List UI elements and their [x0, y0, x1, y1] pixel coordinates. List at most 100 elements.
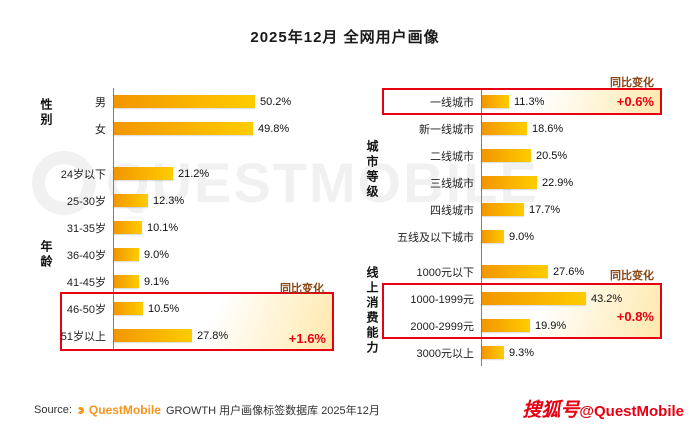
age-highlight-box [60, 292, 334, 351]
bar-row-tier3: 三线城市 22.9% [358, 169, 670, 196]
bar-row-spend-1000-1999: 1000-1999元 43.2% [358, 285, 670, 312]
bar [114, 275, 139, 288]
bar-row-tier1: 一线城市 11.3% [358, 88, 670, 115]
category-label: 三线城市 [430, 177, 474, 190]
source-line: Source: QuestMobile GROWTH 用户画像标签数据库 202… [34, 402, 380, 418]
watermark-text: QUESTMOBILE [106, 151, 539, 214]
bar-row-age-25-30: 25-30岁 12.3% [30, 187, 340, 214]
category-label: 四线城市 [430, 204, 474, 217]
bar-row-spend-over3000: 3000元以上 9.3% [358, 339, 670, 366]
group-gap [30, 142, 340, 160]
source-prefix: Source: [34, 404, 72, 416]
value-label: 12.3% [153, 194, 185, 207]
bar [482, 176, 537, 189]
bar [482, 122, 527, 135]
value-label: 20.5% [536, 149, 568, 162]
value-label: 11.3% [514, 95, 545, 108]
bar [114, 248, 139, 261]
category-label: 25-30岁 [66, 195, 106, 208]
city-yoy-value: +0.6% [616, 94, 654, 109]
value-label: 9.0% [144, 248, 170, 261]
value-label: 17.7% [529, 203, 561, 216]
age-yoy-label: 同比变化 [280, 283, 324, 295]
category-label: 51岁以上 [60, 330, 106, 343]
bar [482, 292, 586, 305]
source-suffix: GROWTH 用户画像标签数据库 2025年12月 [165, 405, 380, 417]
value-label: 22.9% [542, 176, 574, 189]
bar-row-new-tier1: 新一线城市 18.6% [358, 115, 670, 142]
category-label: 41-45岁 [66, 276, 106, 289]
bar [482, 203, 524, 216]
age-yoy-value: +1.6% [288, 331, 326, 346]
consumption-yoy-value: +0.8% [616, 309, 654, 324]
bar [482, 149, 531, 162]
stamp-handle: @QuestMobile [579, 403, 684, 420]
bar-row-age-over51: 51岁以上 27.8% [30, 322, 340, 349]
questmobile-logo-icon [76, 406, 84, 414]
bar [114, 221, 142, 234]
category-label: 3000元以上 [416, 347, 474, 360]
bar-row-spend-under1000: 1000元以下 27.6% [358, 258, 670, 285]
bar-row-tier4: 四线城市 17.7% [358, 196, 670, 223]
category-label: 1000-1999元 [410, 293, 474, 306]
category-label: 31-35岁 [66, 222, 106, 235]
bar [482, 346, 504, 359]
value-label: 9.3% [509, 346, 535, 359]
source-brand: QuestMobile [88, 403, 161, 417]
questmobile-watermark: QUESTMOBILE [32, 150, 539, 215]
value-label: 10.1% [147, 221, 179, 234]
bar [114, 122, 253, 135]
right-chart-panel: 城市等级 线上消费能力 同比变化 +0.6% 同比变化 +0.8% 一线城市 1… [358, 77, 670, 366]
bar-row-age-under24: 24岁以下 21.2% [30, 160, 340, 187]
bar-row-age-36-40: 36-40岁 9.0% [30, 241, 340, 268]
category-label: 一线城市 [430, 96, 474, 109]
city-yoy-label: 同比变化 [610, 77, 654, 89]
category-label: 女 [95, 123, 106, 136]
page-title: 2025年12月 全网用户画像 [250, 29, 440, 46]
group-label-consumption: 线上消费能力 [365, 266, 379, 356]
bar [482, 95, 509, 108]
group-label-age: 年龄 [39, 240, 53, 270]
bar [482, 265, 548, 278]
category-label: 2000-2999元 [410, 320, 474, 333]
city-highlight-box [382, 88, 662, 115]
category-label: 二线城市 [430, 150, 474, 163]
value-label: 49.8% [258, 122, 290, 135]
category-label: 24岁以下 [60, 168, 106, 181]
value-label: 43.2% [591, 292, 623, 305]
value-label: 9.1% [144, 275, 170, 288]
bar-row-spend-2000-2999: 2000-2999元 19.9% [358, 312, 670, 339]
category-label: 新一线城市 [419, 123, 474, 136]
category-label: 五线及以下城市 [397, 231, 474, 244]
bar [114, 302, 143, 315]
value-label: 50.2% [260, 95, 292, 108]
group-label-city-tier: 城市等级 [365, 140, 379, 200]
group-label-gender: 性别 [39, 98, 53, 128]
value-label: 27.8% [197, 329, 229, 342]
value-label: 18.6% [532, 122, 564, 135]
value-label: 21.2% [178, 167, 210, 180]
publisher-stamp: 搜狐号@QuestMobile [522, 395, 684, 422]
bar [114, 329, 192, 342]
value-label: 9.0% [509, 230, 535, 243]
bar-row-male: 男 50.2% [30, 88, 340, 115]
consumption-yoy-label: 同比变化 [610, 270, 654, 282]
left-chart-panel: 性别 年龄 同比变化 +1.6% 男 50.2% 女 49.8% 24岁以下 2… [30, 88, 340, 351]
category-label: 36-40岁 [66, 249, 106, 262]
bar-row-tier2: 二线城市 20.5% [358, 142, 670, 169]
bar-row-age-31-35: 31-35岁 10.1% [30, 214, 340, 241]
bar-row-age-46-50: 46-50岁 10.5% [30, 295, 340, 322]
bar [482, 230, 504, 243]
bar [114, 194, 148, 207]
category-label: 1000元以下 [416, 266, 474, 279]
stamp-account: 搜狐号 [522, 400, 580, 421]
bar-row-tier5-below: 五线及以下城市 9.0% [358, 223, 670, 250]
bar-row-female: 女 49.8% [30, 115, 340, 142]
category-label: 男 [95, 96, 106, 109]
right-axis-line [481, 88, 482, 366]
category-label: 46-50岁 [66, 303, 106, 316]
bar-row-age-41-45: 41-45岁 9.1% [30, 268, 340, 295]
bar [114, 167, 173, 180]
value-label: 19.9% [535, 319, 567, 332]
